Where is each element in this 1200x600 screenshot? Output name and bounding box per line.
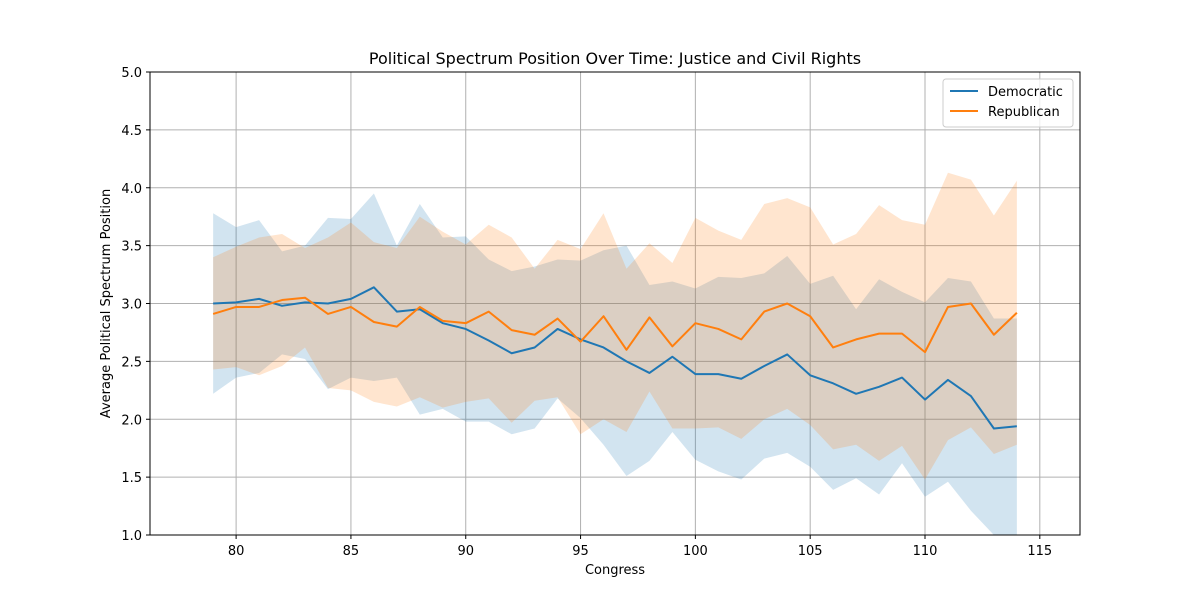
legend-label-republican: Republican <box>988 105 1060 120</box>
y-tick-label: 2.5 <box>121 355 142 370</box>
band-democratic <box>213 193 1017 535</box>
x-tick-label: 95 <box>572 544 589 559</box>
line-democratic <box>213 286 1017 430</box>
y-tick-label: 2.0 <box>121 413 142 428</box>
y-tick-label: 1.5 <box>121 471 142 486</box>
confidence-bands <box>213 172 1017 535</box>
series-lines <box>212 286 1018 430</box>
line-republican <box>212 296 1018 354</box>
y-axis-ticks: 1.0 1.5 2.0 2.5 3.0 3.5 4.0 4.5 5.0 <box>121 66 150 544</box>
x-axis-ticks: 80 85 90 95 100 105 110 115 <box>228 535 1052 559</box>
x-tick-label: 105 <box>798 544 823 559</box>
legend: Democratic Republican <box>942 78 1074 128</box>
y-tick-label: 1.0 <box>121 529 142 544</box>
y-tick-label: 5.0 <box>121 66 142 81</box>
legend-label-democratic: Democratic <box>988 85 1063 100</box>
x-tick-label: 115 <box>1027 544 1052 559</box>
x-tick-label: 85 <box>343 544 360 559</box>
x-tick-label: 110 <box>913 544 938 559</box>
y-axis-label: Average Political Spectrum Position <box>99 189 114 418</box>
chart-title: Political Spectrum Position Over Time: J… <box>369 49 861 68</box>
x-tick-label: 80 <box>228 544 245 559</box>
band-republican <box>213 172 1017 480</box>
y-tick-label: 3.5 <box>121 240 142 255</box>
y-tick-label: 4.0 <box>121 182 142 197</box>
y-tick-label: 3.0 <box>121 298 142 313</box>
x-tick-label: 90 <box>457 544 474 559</box>
y-tick-label: 4.5 <box>121 124 142 139</box>
x-axis-label: Congress <box>585 563 645 578</box>
x-tick-label: 100 <box>683 544 708 559</box>
